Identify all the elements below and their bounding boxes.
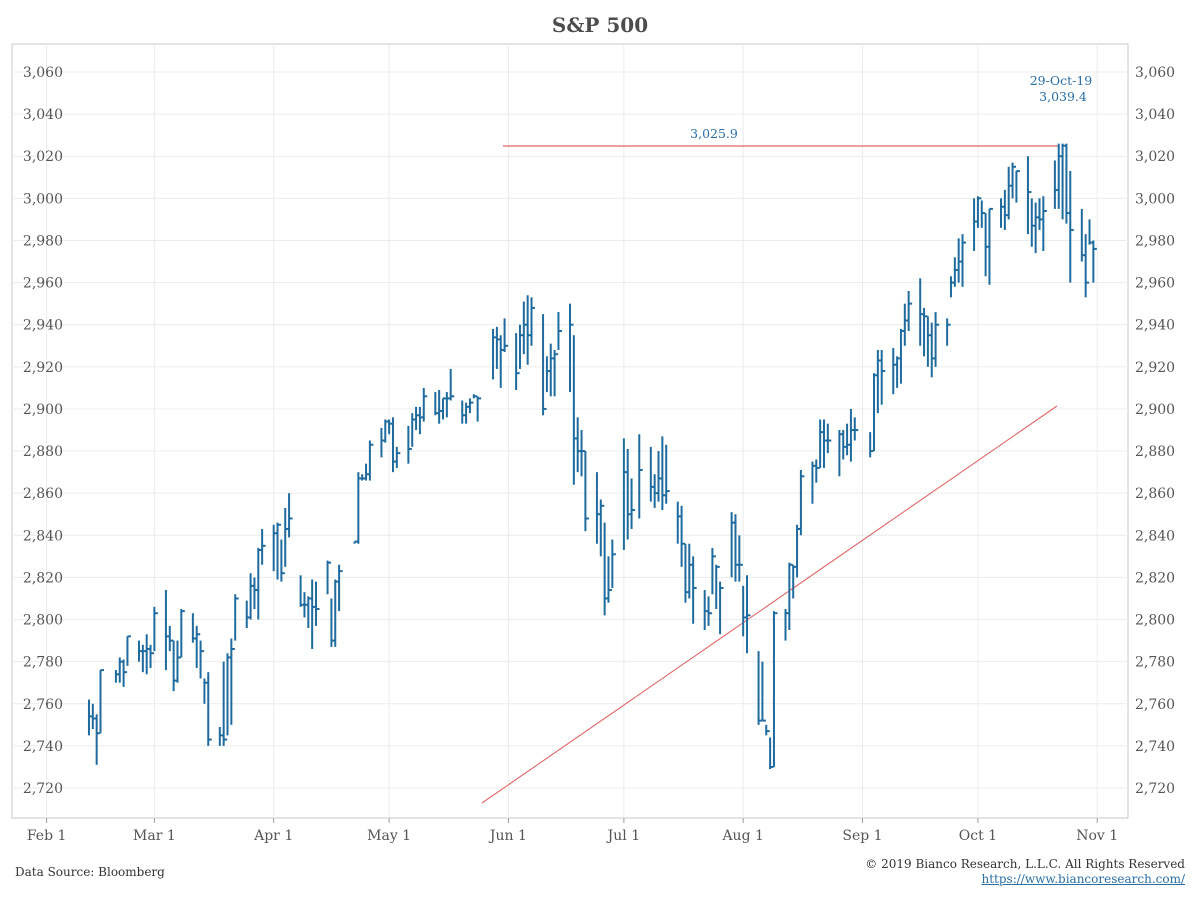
y-tick-label-left: 2,820 [23, 570, 63, 586]
copyright-text: © 2019 Bianco Research, L.L.C. All Right… [865, 857, 1185, 871]
y-tick-label-left: 2,900 [23, 402, 63, 418]
data-source-note: Data Source: Bloomberg [15, 865, 165, 879]
y-tick-label-left: 3,000 [23, 191, 63, 207]
last-annotation-value: 3,039.4 [1039, 89, 1087, 104]
x-tick-label: Nov 1 [1076, 828, 1118, 844]
plot-frame [11, 43, 1129, 819]
y-tick-label-left: 2,880 [23, 444, 63, 460]
y-tick-label-right: 2,840 [1135, 528, 1175, 544]
x-tick-label: Aug 1 [721, 828, 763, 844]
y-tick-label-right: 2,920 [1135, 360, 1175, 376]
y-tick-label-left: 3,040 [23, 107, 63, 123]
y-tick-label-left: 2,720 [23, 781, 63, 797]
x-tick-label: Oct 1 [959, 828, 997, 844]
x-tick-label: Jun 1 [488, 828, 527, 844]
y-tick-label-right: 2,760 [1135, 697, 1175, 713]
y-tick-label-left: 2,800 [23, 613, 63, 629]
y-tick-label-left: 2,840 [23, 528, 63, 544]
price-bars [87, 143, 1097, 770]
axes: 2,720 2,720 2,740 2,740 2,760 2,760 2,780 2,780… [23, 65, 1175, 844]
y-tick-label-right: 2,820 [1135, 570, 1175, 586]
peak-annotation: 3,025.9 [690, 126, 738, 141]
y-tick-label-left: 2,860 [23, 486, 63, 502]
y-tick-label-left: 2,980 [23, 233, 63, 249]
x-tick-label: May 1 [367, 828, 411, 844]
y-tick-label-right: 3,060 [1135, 65, 1175, 81]
grid-lines [12, 44, 1128, 818]
y-tick-label-right: 2,960 [1135, 276, 1175, 292]
x-tick-label: Mar 1 [133, 828, 176, 844]
y-tick-label-right: 2,900 [1135, 402, 1175, 418]
y-tick-label-left: 3,020 [23, 149, 63, 165]
y-tick-label-left: 2,780 [23, 655, 63, 671]
chart-title: S&P 500 [552, 13, 648, 37]
y-tick-label-right: 2,880 [1135, 444, 1175, 460]
last-annotation-date: 29-Oct-19 [1030, 73, 1093, 88]
y-tick-label-right: 2,940 [1135, 318, 1175, 334]
y-tick-label-right: 2,980 [1135, 233, 1175, 249]
x-tick-label: Sep 1 [842, 828, 882, 844]
last-annotation: 29-Oct-19 3,039.4 [1030, 73, 1097, 104]
x-tick-label: Feb 1 [27, 828, 67, 844]
y-tick-label-right: 3,000 [1135, 191, 1175, 207]
bianco-link[interactable]: https://www.biancoresearch.com/ [981, 872, 1185, 886]
y-tick-label-right: 2,720 [1135, 781, 1175, 797]
y-tick-label-right: 2,780 [1135, 655, 1175, 671]
trend-lines [481, 145, 1058, 804]
y-tick-label-left: 2,760 [23, 697, 63, 713]
y-tick-label-right: 2,860 [1135, 486, 1175, 502]
y-tick-label-right: 2,740 [1135, 739, 1175, 755]
y-tick-label-left: 2,940 [23, 318, 63, 334]
y-tick-label-right: 3,020 [1135, 149, 1175, 165]
y-tick-label-right: 2,800 [1135, 613, 1175, 629]
y-tick-label-left: 3,060 [23, 65, 63, 81]
x-tick-label: Apr 1 [253, 828, 293, 844]
y-tick-label-left: 2,920 [23, 360, 63, 376]
x-tick-label: Jul 1 [606, 828, 640, 844]
y-tick-label-left: 2,740 [23, 739, 63, 755]
y-tick-label-right: 3,040 [1135, 107, 1175, 123]
copyright-block: © 2019 Bianco Research, L.L.C. All Right… [865, 857, 1185, 887]
support-trendline [481, 405, 1058, 804]
y-tick-label-left: 2,960 [23, 276, 63, 292]
